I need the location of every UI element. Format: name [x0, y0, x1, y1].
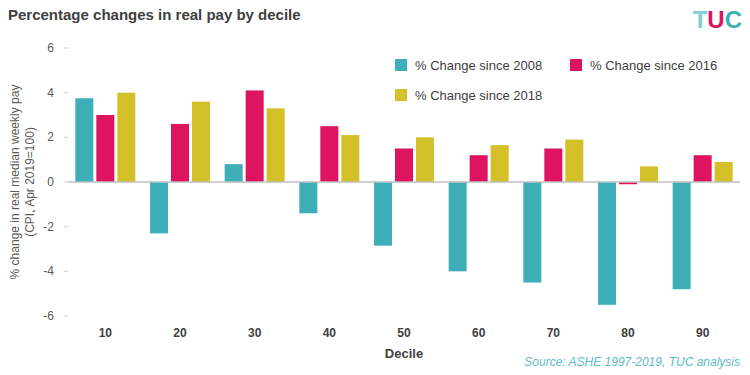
bar — [598, 182, 616, 305]
x-tick-label: 90 — [696, 326, 710, 340]
bar — [150, 182, 168, 233]
y-tick — [64, 92, 68, 93]
bar — [673, 182, 691, 289]
y-tick-label: 2 — [47, 130, 54, 144]
bar — [192, 102, 210, 182]
bar — [246, 90, 264, 182]
legend-label: % Change since 2016 — [590, 58, 717, 73]
bar — [117, 93, 135, 182]
bar — [299, 182, 317, 213]
bar — [491, 145, 509, 182]
y-tick-label: 6 — [47, 41, 54, 55]
legend-swatch — [570, 59, 582, 71]
y-tick-label: -4 — [43, 264, 54, 278]
bars — [75, 90, 732, 304]
x-tick-label: 80 — [621, 326, 635, 340]
source: Source: ASHE 1997-2019, TUC analysis — [524, 355, 740, 369]
legend-swatch — [395, 89, 407, 101]
y-tick-label: 4 — [47, 86, 54, 100]
x-tick-label: 20 — [173, 326, 187, 340]
logo: TUC — [693, 6, 742, 33]
x-axis — [68, 181, 740, 183]
bar — [449, 182, 467, 271]
x-label: Decile — [385, 346, 423, 361]
logo-letter: U — [707, 6, 724, 33]
y-tick — [64, 316, 68, 317]
y-tick-label: -2 — [43, 220, 54, 234]
bar — [395, 149, 413, 183]
title: Percentage changes in real pay by decile — [8, 6, 301, 23]
bar — [267, 108, 285, 182]
logo-letter: C — [725, 6, 742, 33]
chart: Percentage changes in real pay by decile… — [0, 0, 750, 375]
x-tick-label: 50 — [397, 326, 411, 340]
bar — [225, 164, 243, 182]
bar — [96, 115, 114, 182]
logo-letter: T — [693, 6, 708, 33]
bar — [694, 155, 712, 182]
x-tick-label: 10 — [99, 326, 113, 340]
y-tick — [64, 226, 68, 227]
legend-label: % Change since 2018 — [415, 88, 542, 103]
bar — [374, 182, 392, 246]
bar — [523, 182, 541, 283]
x-tick-label: 70 — [547, 326, 561, 340]
bar — [470, 155, 488, 182]
y-label: % change in real median weekly pay(CPI, … — [8, 85, 37, 280]
bar — [715, 162, 733, 182]
x-tick-label: 40 — [323, 326, 337, 340]
y-tick-label: -6 — [43, 309, 54, 323]
y-tick — [64, 48, 68, 49]
legend-label: % Change since 2008 — [415, 58, 542, 73]
bar — [171, 124, 189, 182]
bar — [341, 135, 359, 182]
y-tick — [64, 137, 68, 138]
bar — [75, 98, 93, 182]
y-label-line: (CPI, Apr 2019=100) — [23, 127, 37, 237]
legend-swatch — [395, 59, 407, 71]
legend: % Change since 2008 % Change since 2016 % … — [395, 58, 717, 103]
y-tick — [64, 182, 68, 183]
x-tick-label: 30 — [248, 326, 262, 340]
x-tick-label: 60 — [472, 326, 486, 340]
bar — [640, 166, 658, 182]
y-tick — [64, 271, 68, 272]
bar — [544, 149, 562, 183]
bar — [320, 126, 338, 182]
bar — [565, 140, 583, 182]
y-tick-label: 0 — [47, 175, 54, 189]
y-label-line: % change in real median weekly pay — [8, 85, 22, 280]
bar — [416, 137, 434, 182]
